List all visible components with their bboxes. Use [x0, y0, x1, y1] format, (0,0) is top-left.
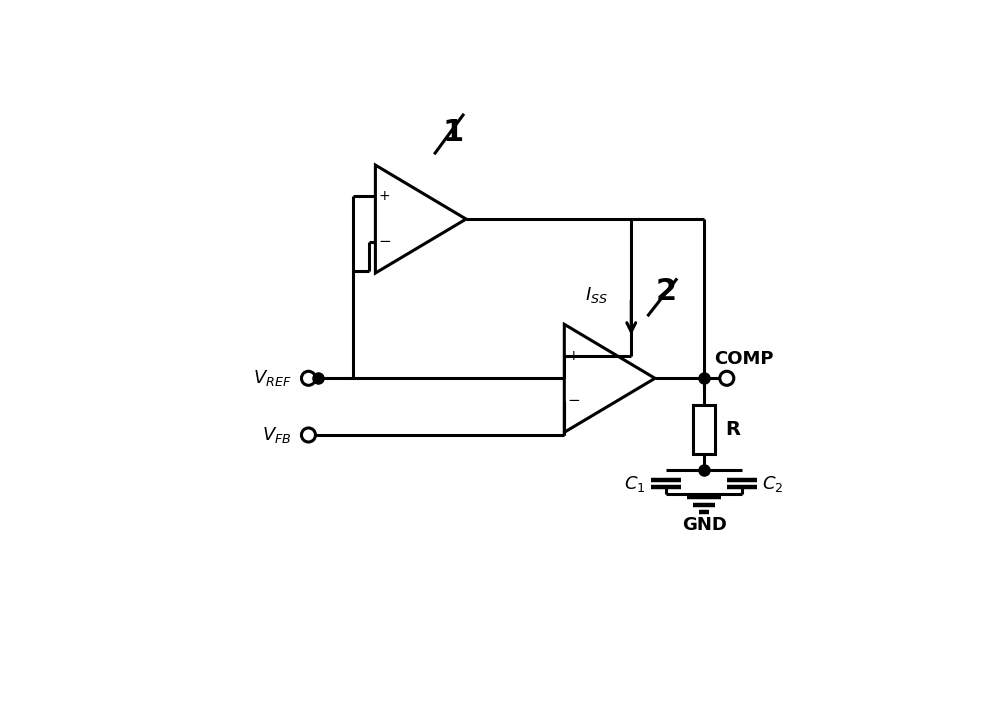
Circle shape: [720, 372, 734, 386]
Text: COMP: COMP: [714, 350, 773, 369]
Text: 1: 1: [443, 118, 464, 147]
Text: $V_{REF}$: $V_{REF}$: [253, 368, 291, 388]
Text: $C_1$: $C_1$: [624, 474, 646, 494]
Text: +: +: [379, 189, 390, 203]
Text: R: R: [726, 420, 741, 439]
Text: GND: GND: [682, 516, 727, 534]
Text: $V_{FB}$: $V_{FB}$: [262, 425, 291, 445]
Text: 2: 2: [656, 278, 677, 306]
Circle shape: [301, 428, 315, 442]
Text: $I_{SS}$: $I_{SS}$: [585, 285, 608, 305]
Bar: [693, 405, 715, 454]
Circle shape: [301, 372, 315, 386]
Text: +: +: [568, 348, 579, 362]
Text: −: −: [567, 393, 580, 409]
Text: −: −: [378, 234, 391, 250]
Text: $C_2$: $C_2$: [762, 474, 784, 494]
